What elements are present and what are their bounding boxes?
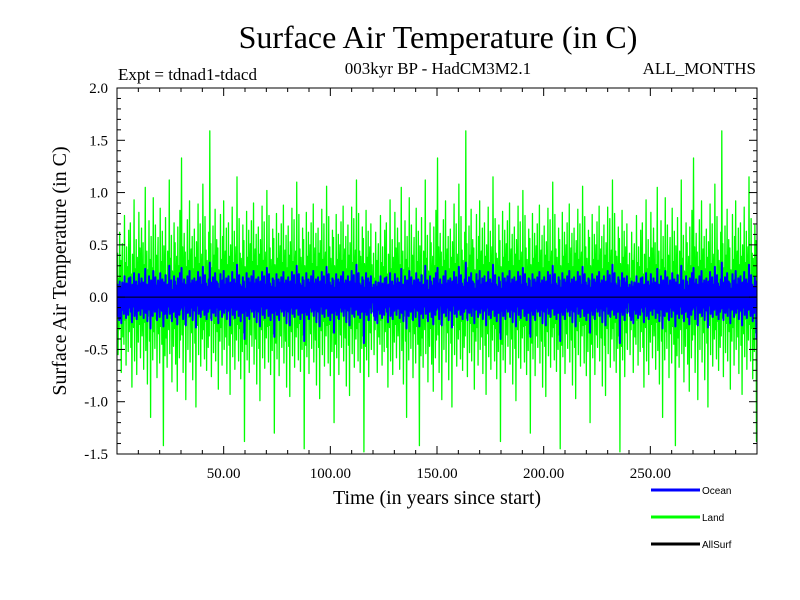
y-tick-label: -1.0: [84, 395, 108, 411]
y-tick-label: -0.5: [84, 342, 108, 358]
y-tick-label: 0.5: [89, 238, 108, 254]
y-tick-label: 2.0: [89, 81, 108, 97]
x-tick-label: 200.00: [523, 466, 564, 482]
x-axis-label: Time (in years since start): [333, 487, 541, 509]
x-tick-label: 150.00: [416, 466, 457, 482]
legend-label-land: Land: [702, 513, 724, 524]
legend-label-ocean: Ocean: [702, 486, 731, 497]
x-tick-label: 50.00: [207, 466, 241, 482]
y-tick-label: 1.5: [89, 133, 108, 149]
y-axis-label: Surface Air Temperature (in C): [49, 146, 71, 395]
series-layer: [117, 130, 757, 453]
y-tick-label: 1.0: [89, 186, 108, 202]
series-line-ocean: [117, 261, 757, 345]
expt-label: Expt = tdnad1-tdacd: [118, 65, 257, 84]
y-axis-ticks: -1.5 -1.0 -0.5 0.0 0.5 1.0 1.5 2.0: [84, 81, 757, 463]
x-tick-label: 100.00: [310, 466, 351, 482]
chart-title: Surface Air Temperature (in C): [239, 19, 638, 55]
chart-subtitle: 003kyr BP - HadCM3M2.1: [345, 59, 531, 78]
legend-label-allsurf: AllSurf: [702, 540, 732, 551]
x-axis-ticks: 50.00 100.00 150.00 200.00 250.00: [137, 88, 737, 482]
legend: Ocean Land AllSurf: [651, 486, 732, 551]
x-tick-label: 250.00: [630, 466, 671, 482]
months-label: ALL_MONTHS: [643, 59, 756, 78]
y-tick-label: 0.0: [89, 290, 108, 306]
y-tick-label: -1.5: [84, 447, 108, 463]
